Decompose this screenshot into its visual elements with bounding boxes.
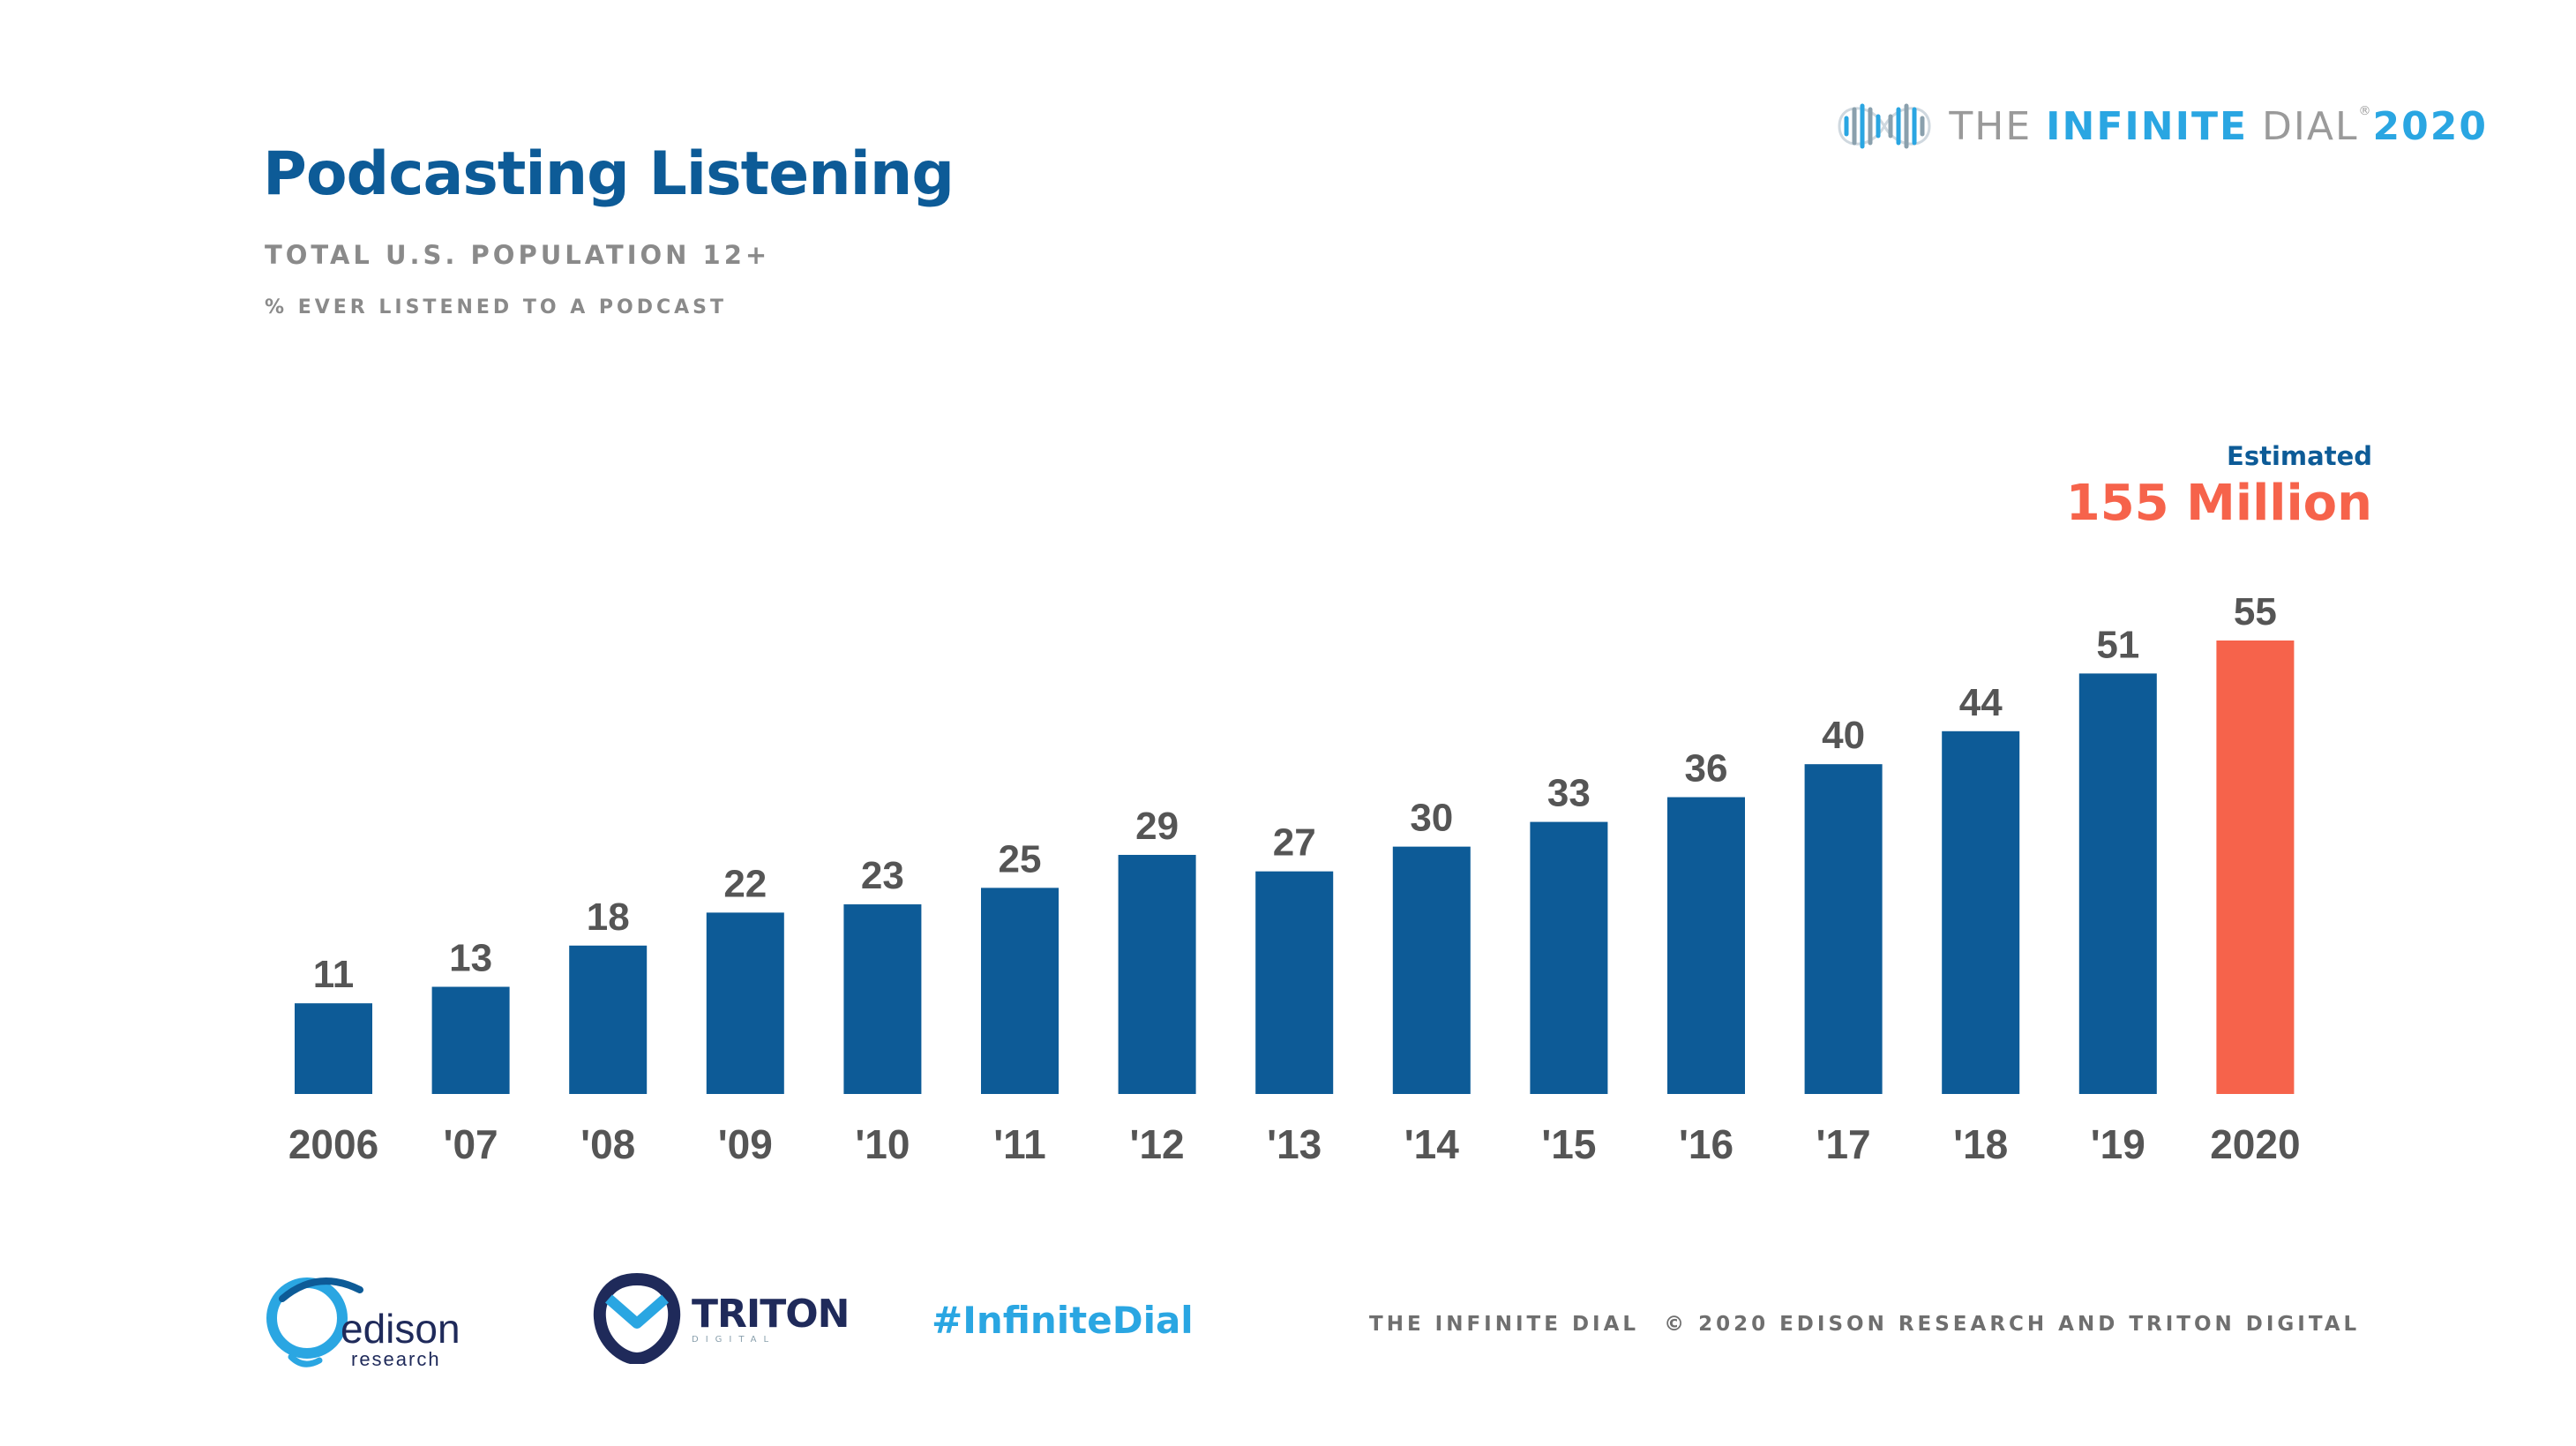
x-tick-label: '16: [1679, 1121, 1734, 1167]
footer-copyright: THE INFINITE DIAL © 2020 EDISON RESEARCH …: [1369, 1313, 2360, 1336]
bar-0: [295, 1003, 372, 1094]
footer-copyright-text: © 2020 EDISON RESEARCH AND TRITON DIGITA…: [1664, 1313, 2361, 1336]
bar-value-label: 23: [861, 854, 904, 897]
x-tick-label: 2020: [2210, 1121, 2300, 1167]
brand-prefix: THE: [1949, 103, 2047, 149]
x-tick-label: '18: [1953, 1121, 2008, 1167]
brand-suffix: DIAL: [2248, 103, 2359, 149]
bar-3: [706, 912, 784, 1094]
brand-registered-mark: ®: [2358, 103, 2373, 118]
x-tick-label: '15: [1541, 1121, 1596, 1167]
estimate-value: 155 Million: [2065, 475, 2372, 532]
x-tick-label: '08: [580, 1121, 635, 1167]
bar-value-label: 44: [1959, 681, 2003, 724]
edison-research-logo: edison research: [265, 1272, 494, 1382]
bar-value-label: 33: [1547, 772, 1591, 815]
edison-subtext: research: [351, 1348, 441, 1370]
bar-value-label: 55: [2234, 590, 2277, 633]
bar-value-label: 30: [1410, 797, 1453, 840]
estimate-label: Estimated: [2227, 441, 2372, 471]
bar-5: [981, 888, 1059, 1094]
bar-value-label: 18: [587, 895, 630, 939]
bar-value-label: 27: [1273, 821, 1316, 865]
chart-measure-label: % EVER LISTENED TO A PODCAST: [265, 296, 727, 318]
triton-digital-logo: TRITON DIGITAL: [593, 1272, 850, 1364]
bar-value-label: 40: [1822, 714, 1865, 757]
bar-value-label: 22: [723, 862, 767, 905]
footer-dial-text: THE INFINITE DIAL: [1369, 1313, 1640, 1336]
bar-9: [1530, 821, 1608, 1094]
edison-wordmark: edison: [341, 1306, 461, 1352]
bar-value-label: 13: [449, 937, 492, 980]
chart-title: Podcasting Listening: [263, 139, 955, 209]
bar-7: [1255, 871, 1334, 1094]
hashtag-link[interactable]: #InfiniteDial: [932, 1299, 1194, 1342]
x-tick-label: '12: [1130, 1121, 1185, 1167]
x-tick-label: '14: [1404, 1121, 1460, 1167]
brand-name: INFINITE: [2046, 103, 2249, 149]
x-tick-label: '09: [718, 1121, 773, 1167]
bar-value-label: 25: [999, 837, 1042, 880]
x-tick-label: 2006: [288, 1121, 378, 1167]
brand-year: 2020: [2372, 103, 2488, 149]
triton-mark-icon: [593, 1272, 681, 1364]
triton-subtext: DIGITAL: [692, 1335, 776, 1345]
bar-8: [1392, 846, 1471, 1094]
bar-2: [569, 945, 648, 1094]
bar-value-label: 29: [1135, 805, 1179, 848]
bar-13: [2078, 673, 2157, 1094]
chart-subtitle: TOTAL U.S. POPULATION 12+: [265, 240, 771, 270]
infinite-dial-brand: THE INFINITE DIAL®2020: [1832, 95, 2488, 157]
brand-wordmark: THE INFINITE DIAL®2020: [1949, 104, 2488, 149]
x-tick-label: '07: [444, 1121, 498, 1167]
triton-wordmark: TRITON: [692, 1292, 850, 1337]
x-tick-label: '10: [855, 1121, 910, 1167]
bar-value-label: 51: [2096, 623, 2139, 666]
bar-4: [843, 904, 922, 1094]
x-tick-label: '17: [1816, 1121, 1871, 1167]
bar-12: [1942, 730, 2020, 1094]
infinity-waveform-icon: [1832, 95, 1936, 157]
bar-1: [431, 986, 510, 1094]
bar-6: [1118, 854, 1196, 1094]
bar-value-label: 36: [1685, 747, 1728, 790]
x-tick-label: '11: [993, 1121, 1046, 1167]
x-tick-label: '19: [2091, 1121, 2145, 1167]
bar-14: [2216, 641, 2295, 1094]
x-tick-label: '13: [1267, 1121, 1322, 1167]
bar-10: [1667, 797, 1745, 1094]
bar-value-label: 11: [313, 953, 355, 996]
bar-11: [1804, 764, 1883, 1094]
